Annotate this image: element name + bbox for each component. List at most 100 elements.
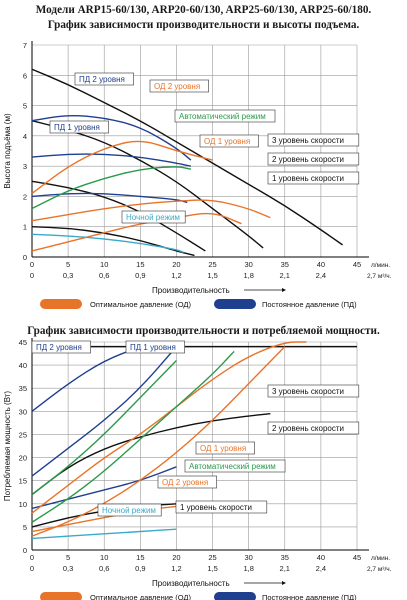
x-axis-title: Производительность: [152, 579, 230, 588]
x-tick-label: 40: [317, 260, 325, 269]
y-axis-title: Потребляемая мощность (Вт): [3, 391, 12, 502]
series-line: [31, 226, 195, 257]
series-line: [31, 68, 343, 246]
series-label: ПД 1 уровня: [54, 123, 100, 132]
series-label-box: [97, 503, 162, 517]
x-unit-bottom: 2,7 м³/ч.: [367, 273, 392, 280]
series-line: [31, 114, 192, 161]
x-tick-label-m3h: 2,4: [316, 271, 326, 280]
x-tick-label-m3h: 0,3: [63, 271, 73, 280]
x-tick-label: 5: [66, 553, 70, 562]
series-label-box: [184, 459, 286, 473]
series-label-box: [31, 340, 91, 354]
series-label-box: [195, 441, 255, 455]
series-line: [31, 466, 177, 510]
series-line: [31, 180, 206, 252]
x-unit-bottom: 2,7 м³/ч.: [367, 566, 392, 573]
series-label: ОД 2 уровня: [154, 82, 200, 91]
series-label: ОД 2 уровня: [162, 478, 208, 487]
y-tick-label: 3: [23, 162, 27, 171]
legend-od-label: Оптимальное давление (ОД): [90, 593, 191, 600]
series-line: [31, 346, 286, 537]
x-unit-top: л/мин.: [371, 262, 390, 269]
y-axis-title: Высота подъёма (м): [3, 113, 12, 189]
x-tick-label-m3h: 0,9: [135, 271, 145, 280]
series-label-box: [125, 340, 185, 354]
y-tick-label: 0: [23, 253, 27, 262]
chart1-title: График зависимости производительности и …: [47, 19, 360, 31]
y-tick-label: 20: [19, 454, 27, 463]
y-tick-label: 15: [19, 477, 27, 486]
y-tick-label: 40: [19, 361, 27, 370]
series-label-box: [267, 171, 360, 185]
series-line: [31, 153, 192, 167]
series-label: ОД 1 уровня: [200, 444, 246, 453]
x-tick-label: 15: [136, 260, 144, 269]
y-tick-label: 10: [19, 500, 27, 509]
series-label-box: [199, 134, 259, 148]
x-tick-label: 10: [100, 260, 108, 269]
legend-pd-swatch: [214, 592, 256, 600]
series-line: [31, 346, 177, 477]
x-tick-label-m3h: 0,9: [135, 564, 145, 573]
grid: [31, 341, 358, 551]
power-flow-chart: 0 5 10 15 20 25 30 35 40 45 0 0,3 0,6 0,9 1,2 1,5 1,8 2,1…: [3, 338, 392, 600]
x-tick-label: 45: [353, 260, 361, 269]
x-tick-label: 25: [208, 260, 216, 269]
legend-pd-swatch: [214, 299, 256, 309]
y-tick-label: 1: [23, 223, 27, 232]
series-line: [31, 166, 192, 210]
x-tick-label: 35: [281, 553, 289, 562]
x-tick-label-m3h: 0,6: [99, 564, 109, 573]
legend-od-label: Оптимальное давление (ОД): [90, 300, 191, 309]
x-tick-label: 25: [208, 553, 216, 562]
x-tick-label: 15: [136, 553, 144, 562]
series-line: [31, 140, 213, 194]
series-label-box: [121, 210, 186, 224]
series-label: Ночной режим: [102, 506, 156, 515]
series-label: 1 уровень скорости: [180, 503, 252, 512]
series-label-box: [267, 152, 360, 166]
series-label-box: [74, 72, 134, 86]
page-title: Модели ARP15-60/130, ARP20-60/130, ARP25…: [35, 4, 372, 16]
x-axis-arrow-head: [282, 288, 286, 292]
x-tick-label-m3h: 0,3: [63, 564, 73, 573]
x-tick-label-m3h: 1,5: [207, 564, 217, 573]
x-tick-label: 40: [317, 553, 325, 562]
y-tick-label: 5: [23, 102, 27, 111]
x-tick-label-m3h: 2,1: [280, 564, 290, 573]
x-axis-arrow-head: [282, 581, 286, 585]
series-line: [31, 233, 185, 254]
x-tick-label-m3h: 1,8: [243, 271, 253, 280]
series-label-box: [174, 109, 276, 123]
series-line: [31, 350, 235, 523]
y-tick-label: 30: [19, 407, 27, 416]
x-tick-label-m3h: 1,2: [171, 564, 181, 573]
x-tick-label: 45: [353, 553, 361, 562]
y-tick-label: 25: [19, 430, 27, 439]
y-tick-label: 7: [23, 41, 27, 50]
x-unit-top: л/мин.: [371, 555, 390, 562]
series-label: Ночной режим: [126, 213, 180, 222]
x-tick-label-m3h: 0: [30, 564, 34, 573]
series-label-box: [49, 120, 109, 134]
x-tick-label-m3h: 1,2: [171, 271, 181, 280]
x-axis-title: Производительность: [152, 286, 230, 295]
y-tick-label: 5: [23, 523, 27, 532]
series-label: 2 уровень скорости: [272, 155, 344, 164]
series-label: Автоматический режим: [189, 462, 276, 471]
y-tick-label: 2: [23, 192, 27, 201]
y-tick-label: 0: [23, 546, 27, 555]
x-tick-label: 35: [281, 260, 289, 269]
x-tick-label-m3h: 1,5: [207, 271, 217, 280]
legend-pd-label: Постоянное давление (ПД): [262, 593, 357, 600]
series-label: 3 уровень скорости: [272, 136, 344, 145]
x-tick-label: 0: [30, 553, 34, 562]
series-label-box: [175, 500, 268, 514]
x-tick-label-m3h: 0,6: [99, 271, 109, 280]
x-tick-label: 20: [172, 553, 180, 562]
series-label: ПД 2 уровня: [79, 75, 125, 84]
series-line: [31, 212, 242, 252]
series-label: ОД 1 уровня: [204, 137, 250, 146]
series-label: 2 уровень скорости: [272, 424, 344, 433]
